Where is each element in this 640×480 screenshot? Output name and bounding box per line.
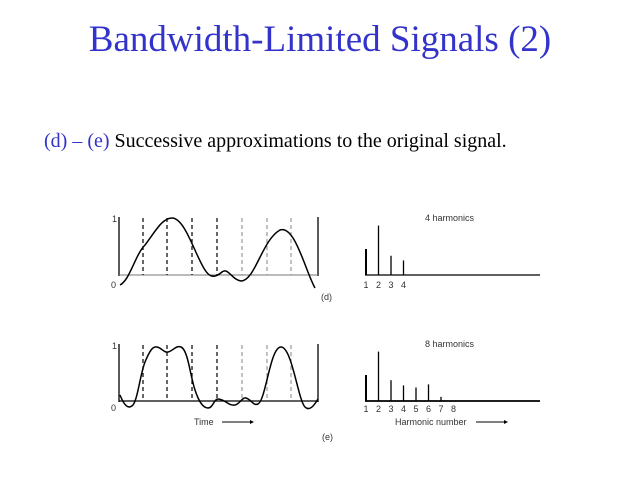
spectrum-title-d: 4 harmonics	[425, 213, 475, 223]
harmonic-axis-label: Harmonic number	[395, 417, 467, 427]
slide-subtitle: (d) – (e) Successive approximations to t…	[44, 130, 507, 153]
panel-e-time-plot: 0 1 Time (e)	[111, 341, 333, 442]
caption-d: (d)	[321, 292, 332, 302]
harmonic-label: 2	[376, 280, 381, 290]
harmonic-label: 4	[401, 404, 406, 414]
harmonic-label: 1	[364, 280, 369, 290]
harmonic-label: 3	[389, 280, 394, 290]
signal-curve-e	[119, 345, 319, 410]
y-tick-1: 1	[112, 214, 117, 224]
spectrum-title-e: 8 harmonics	[425, 339, 475, 349]
subtitle-label: (d) – (e)	[44, 130, 110, 152]
harmonic-label: 5	[414, 404, 419, 414]
harmonic-label: 6	[426, 404, 431, 414]
panel-d-time-plot: 0 1 (d)	[111, 214, 332, 302]
signal-curve-d	[119, 217, 316, 289]
harmonic-label: 7	[439, 404, 444, 414]
slide-title: Bandwidth-Limited Signals (2)	[88, 19, 552, 60]
harmonic-label: 3	[389, 404, 394, 414]
subtitle-text: Successive approximations to the origina…	[109, 130, 507, 152]
harmonic-label: 4	[401, 280, 406, 290]
y-tick-0: 0	[111, 403, 116, 413]
y-tick-1: 1	[112, 341, 117, 351]
caption-e: (e)	[322, 432, 333, 442]
harmonic-label: 2	[376, 404, 381, 414]
harmonic-label: 1	[364, 404, 369, 414]
time-axis-label: Time	[194, 417, 214, 427]
harmonic-label: 8	[451, 404, 456, 414]
y-tick-0: 0	[111, 280, 116, 290]
